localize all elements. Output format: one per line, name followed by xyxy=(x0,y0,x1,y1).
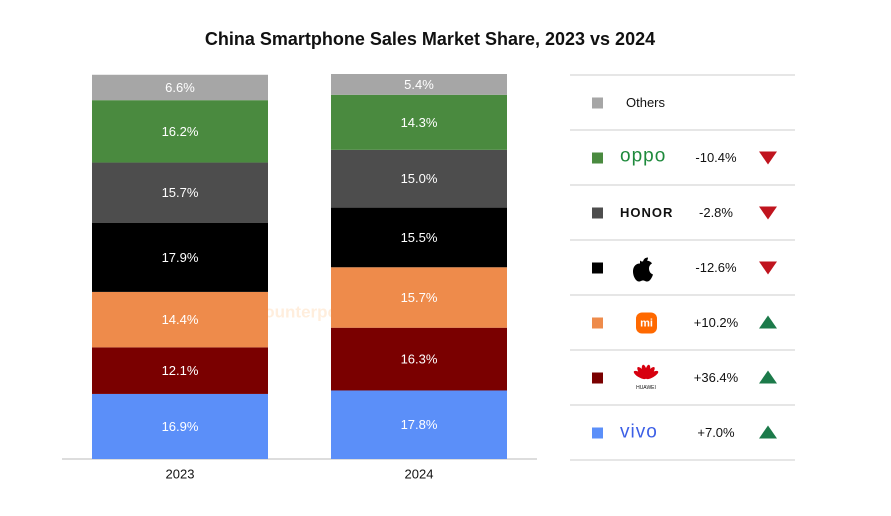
chart-title: China Smartphone Sales Market Share, 202… xyxy=(205,29,655,49)
bar-segment xyxy=(331,390,507,459)
arrow-down xyxy=(759,151,777,165)
legend-marker xyxy=(592,317,603,329)
brand-icon xyxy=(633,257,653,282)
legend-label: HUAWEI xyxy=(636,385,656,391)
data-label: 17.8% xyxy=(401,417,438,432)
legend-brand: mi xyxy=(636,312,657,334)
data-label: 17.9% xyxy=(162,250,199,265)
legend-marker xyxy=(592,207,603,219)
bar-segment xyxy=(331,327,507,391)
data-label: 15.7% xyxy=(401,290,438,305)
arrow-down xyxy=(759,261,777,275)
change-label: -10.4% xyxy=(695,150,737,165)
legend-brand: vivo xyxy=(620,422,658,443)
bar-segment xyxy=(331,207,507,268)
legend-brand xyxy=(633,257,653,282)
data-label: 14.4% xyxy=(162,312,199,327)
brand-icon xyxy=(636,312,657,334)
x-tick-label: 2024 xyxy=(405,466,434,481)
change-label: -12.6% xyxy=(695,260,737,275)
legend-label: oppo xyxy=(620,146,666,167)
bar-segment xyxy=(92,100,268,163)
legend-brand: Others xyxy=(626,95,666,110)
data-label: 6.6% xyxy=(165,80,195,95)
bar-segment xyxy=(92,393,268,459)
arrow-up xyxy=(759,315,777,329)
bar-segment xyxy=(92,74,268,101)
legend-brand: HUAWEI xyxy=(633,364,659,391)
data-label: 16.2% xyxy=(162,124,199,139)
data-label: 15.0% xyxy=(401,171,438,186)
arrow-up xyxy=(759,370,777,384)
bar-segment xyxy=(331,74,507,95)
bar-segment xyxy=(92,162,268,223)
legend-marker xyxy=(592,262,603,274)
data-label: 16.9% xyxy=(162,419,199,434)
change-label: +36.4% xyxy=(694,370,739,385)
legend-brand: HONOR xyxy=(620,205,673,220)
legend-marker xyxy=(592,372,603,384)
arrow-up xyxy=(759,425,777,439)
data-label: 12.1% xyxy=(162,363,199,378)
x-tick-label: 2023 xyxy=(166,466,195,481)
bar-segment xyxy=(331,149,507,208)
legend-label: mi xyxy=(640,317,653,329)
data-label: 15.5% xyxy=(401,230,438,245)
arrow-down xyxy=(759,206,777,220)
data-label: 16.3% xyxy=(401,352,438,367)
change-label: +7.0% xyxy=(697,425,735,440)
bar-segment xyxy=(92,347,268,394)
legend-label: HONOR xyxy=(620,205,673,220)
legend-label: vivo xyxy=(620,422,658,443)
legend-marker xyxy=(592,152,603,164)
data-label: 15.7% xyxy=(162,185,199,200)
change-label: +10.2% xyxy=(694,315,739,330)
legend-marker xyxy=(592,427,603,439)
bar-segment xyxy=(92,291,268,348)
change-label: -2.8% xyxy=(699,205,733,220)
brand-petal xyxy=(645,370,659,380)
data-label: 14.3% xyxy=(401,115,438,130)
bar-segment xyxy=(92,222,268,292)
legend-label: Others xyxy=(626,95,666,110)
legend-marker xyxy=(592,97,603,109)
legend-brand: oppo xyxy=(620,146,666,167)
bar-segment xyxy=(331,94,507,150)
bar-segment xyxy=(331,267,507,328)
data-label: 5.4% xyxy=(404,77,434,92)
